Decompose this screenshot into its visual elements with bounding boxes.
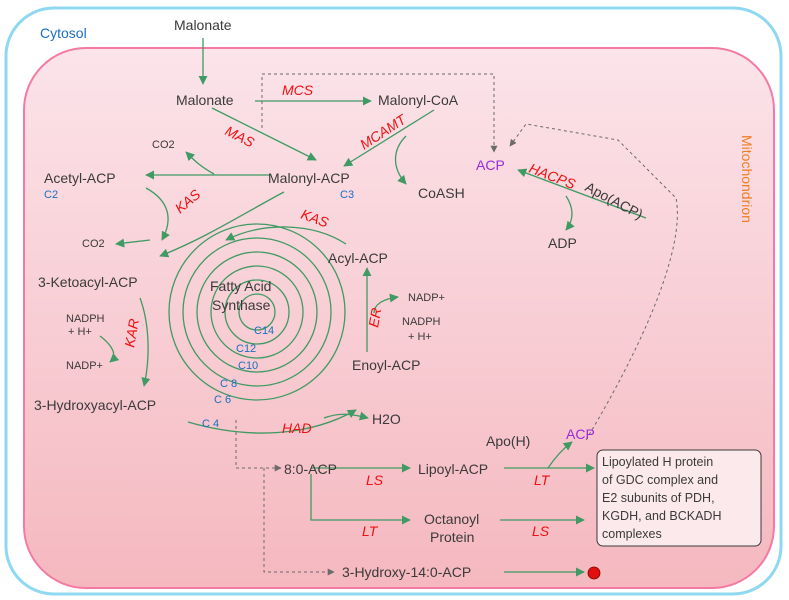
malonyl-acp: Malonyl-ACP: [268, 170, 350, 186]
box-line-1: Lipoylated H protein: [602, 455, 713, 469]
hydroxyacyl-acp: 3-Hydroxyacyl-ACP: [34, 397, 156, 413]
acp-top: ACP: [476, 157, 505, 173]
enzyme-kar: KAR: [121, 317, 142, 348]
chain-length-c4: C 4: [202, 418, 219, 430]
nadp-plus-right: NADP+: [408, 292, 445, 304]
enoyl-acp: Enoyl-ACP: [352, 357, 420, 373]
co2-top: CO2: [152, 139, 175, 151]
ketoacyl-acp: 3-Ketoacyl-ACP: [38, 274, 138, 290]
octanoyl-protein-line-1: Octanoyl: [424, 511, 479, 527]
fas-label-line-1: Fatty Acid: [210, 278, 271, 294]
fatty-acid-synthase-label: Fatty Acid Synthase: [210, 278, 271, 313]
h-plus-right: + H+: [408, 331, 432, 343]
chain-length-c10: C10: [238, 360, 258, 372]
co2-bottom: CO2: [82, 238, 105, 250]
octanoyl-acp: 8:0-ACP: [284, 461, 337, 477]
apo-h-protein: Apo(H): [486, 433, 530, 449]
cytosol-label: Cytosol: [40, 25, 87, 41]
acetyl-acp-chain-length: C2: [44, 189, 58, 201]
acyl-acp: Acyl-ACP: [328, 250, 388, 266]
nadph-left: NADPH: [66, 313, 105, 325]
lipoyl-acp: Lipoyl-ACP: [418, 461, 488, 477]
acetyl-acp: Acetyl-ACP: [44, 170, 116, 186]
chain-length-c8: C 8: [220, 378, 237, 390]
nadp-plus-left: NADP+: [66, 360, 103, 372]
octanoyl-protein-line-2: Protein: [430, 529, 474, 545]
box-line-4: KGDH, and BCKADH: [602, 509, 721, 523]
enzyme-lt-top: LT: [534, 472, 551, 488]
adp: ADP: [548, 235, 577, 251]
chain-length-labels: C 4 C 6 C 8 C10 C12 C14: [202, 325, 274, 430]
mitochondrion-boundary: [23, 47, 775, 589]
nadph-right: NADPH: [402, 316, 441, 328]
enzyme-er: ER: [365, 307, 384, 329]
acp-bottom: ACP: [566, 426, 595, 442]
water: H2O: [372, 411, 401, 427]
fatty-acid-synthase-cycle: [168, 223, 346, 401]
box-line-3: E2 subunits of PDH,: [602, 491, 715, 505]
dashed-arrows: [235, 73, 678, 576]
malonyl-coa: Malonyl-CoA: [378, 92, 459, 108]
h-plus-left: + H+: [68, 326, 92, 338]
malonyl-acp-chain-length: C3: [340, 189, 354, 201]
box-line-2: of GDC complex and: [602, 473, 718, 487]
chain-length-c14: C14: [254, 325, 274, 337]
enzyme-lt-bottom: LT: [362, 523, 379, 539]
enzyme-ls-top: LS: [366, 472, 384, 488]
metabolites: Malonate Malonate Malonyl-CoA Malonyl-AC…: [34, 17, 646, 580]
enzyme-had: HAD: [282, 420, 312, 436]
enzyme-mcs: MCS: [282, 82, 314, 98]
malonate-mitochondrion: Malonate: [176, 92, 234, 108]
fas-label-line-2: Synthase: [212, 297, 271, 313]
coash: CoASH: [418, 185, 465, 201]
reaction-arrows: [99, 38, 647, 577]
terminal-product-dot: [587, 566, 601, 580]
chain-length-c6: C 6: [214, 394, 231, 406]
malonate-cytosol: Malonate: [174, 17, 232, 33]
hydroxy-myristoyl-acp: 3-Hydroxy-14:0-ACP: [342, 564, 471, 580]
box-line-5: complexes: [602, 527, 662, 541]
mitochondrion-label: Mitochondrion: [739, 135, 755, 223]
lipoylated-protein-box: Lipoylated H protein of GDC complex and …: [596, 449, 762, 547]
chain-length-c12: C12: [236, 343, 256, 355]
enzyme-ls-bottom: LS: [532, 523, 550, 539]
